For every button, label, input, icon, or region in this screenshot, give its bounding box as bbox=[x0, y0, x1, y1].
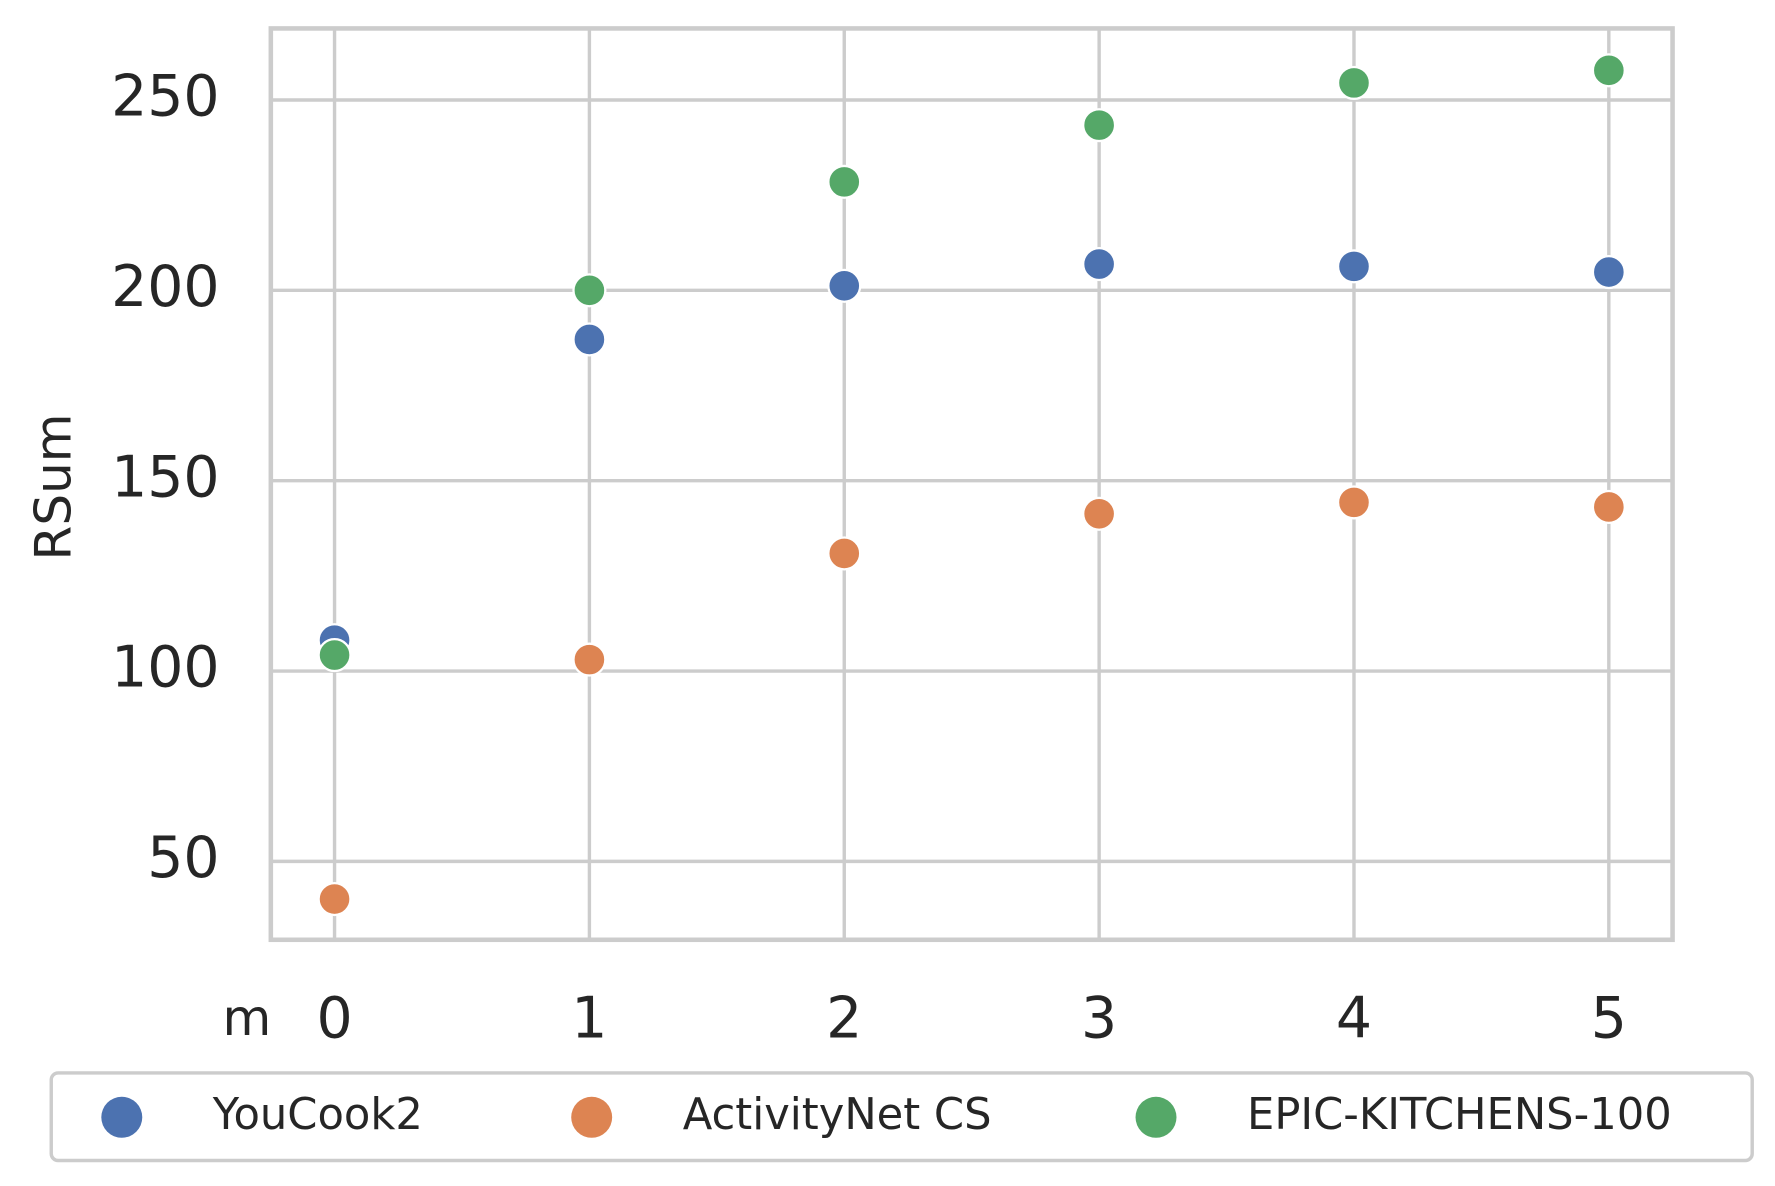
y-tick-label: 50 bbox=[147, 825, 219, 891]
point bbox=[572, 322, 607, 357]
point bbox=[1082, 108, 1117, 143]
point bbox=[317, 881, 352, 917]
y-axis-label: RSum bbox=[24, 413, 82, 560]
legend-marker bbox=[101, 1096, 143, 1138]
x-tick-label: 5 bbox=[1591, 985, 1627, 1051]
y-tick-label: 150 bbox=[111, 444, 220, 510]
legend-label: ActivityNet CS bbox=[683, 1090, 992, 1140]
point bbox=[827, 536, 862, 571]
legend-marker bbox=[1135, 1096, 1177, 1138]
x-tick-label: 3 bbox=[1081, 985, 1117, 1051]
y-tick-label: 100 bbox=[111, 635, 220, 701]
point bbox=[1591, 255, 1626, 290]
x-axis-label: m bbox=[223, 989, 272, 1047]
legend-marker bbox=[571, 1096, 613, 1138]
y-tick-label: 250 bbox=[111, 64, 220, 130]
legend-label: EPIC-KITCHENS-100 bbox=[1247, 1090, 1672, 1140]
point bbox=[1082, 247, 1117, 282]
point bbox=[1336, 249, 1372, 284]
point bbox=[572, 642, 607, 677]
y-tick-label: 200 bbox=[111, 254, 220, 320]
x-tick-label: 2 bbox=[826, 985, 862, 1051]
legend-label: YouCook2 bbox=[212, 1090, 423, 1140]
legend-box bbox=[49, 1071, 1754, 1163]
point bbox=[317, 637, 352, 673]
x-tick-label: 4 bbox=[1336, 985, 1372, 1051]
point bbox=[827, 164, 862, 199]
x-tick-label: 0 bbox=[316, 985, 352, 1051]
point bbox=[827, 268, 862, 303]
point bbox=[1591, 489, 1626, 525]
point bbox=[1082, 496, 1117, 531]
point bbox=[572, 273, 607, 308]
point bbox=[1591, 53, 1626, 88]
plot-frame bbox=[268, 26, 1675, 943]
x-tick-label: 1 bbox=[571, 985, 607, 1051]
point bbox=[1336, 65, 1372, 100]
point bbox=[1336, 485, 1372, 520]
